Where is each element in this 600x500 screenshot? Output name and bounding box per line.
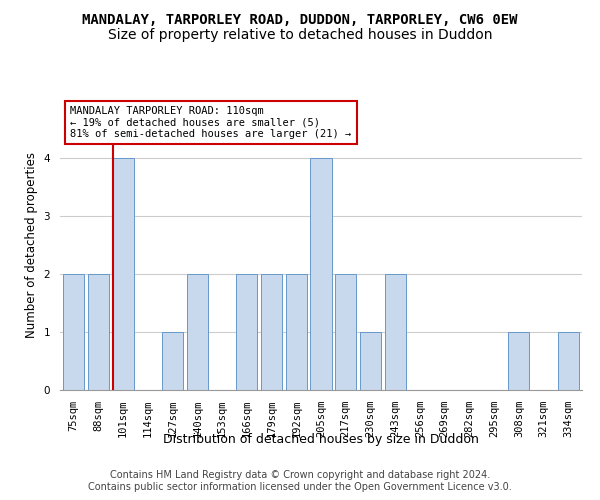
Bar <box>385 274 406 390</box>
Bar <box>360 332 381 390</box>
Text: MANDALAY TARPORLEY ROAD: 110sqm
← 19% of detached houses are smaller (5)
81% of : MANDALAY TARPORLEY ROAD: 110sqm ← 19% of… <box>70 106 352 139</box>
Text: Contains HM Land Registry data © Crown copyright and database right 2024.: Contains HM Land Registry data © Crown c… <box>110 470 490 480</box>
Bar <box>236 274 257 390</box>
Bar <box>187 274 208 390</box>
Bar <box>162 332 183 390</box>
Bar <box>286 274 307 390</box>
Bar <box>63 274 84 390</box>
Text: Distribution of detached houses by size in Duddon: Distribution of detached houses by size … <box>163 432 479 446</box>
Bar <box>113 158 134 390</box>
Bar <box>310 158 332 390</box>
Text: Contains public sector information licensed under the Open Government Licence v3: Contains public sector information licen… <box>88 482 512 492</box>
Bar <box>261 274 282 390</box>
Bar <box>88 274 109 390</box>
Y-axis label: Number of detached properties: Number of detached properties <box>25 152 38 338</box>
Bar <box>508 332 529 390</box>
Text: Size of property relative to detached houses in Duddon: Size of property relative to detached ho… <box>108 28 492 42</box>
Text: MANDALAY, TARPORLEY ROAD, DUDDON, TARPORLEY, CW6 0EW: MANDALAY, TARPORLEY ROAD, DUDDON, TARPOR… <box>82 12 518 26</box>
Bar <box>558 332 579 390</box>
Bar <box>335 274 356 390</box>
